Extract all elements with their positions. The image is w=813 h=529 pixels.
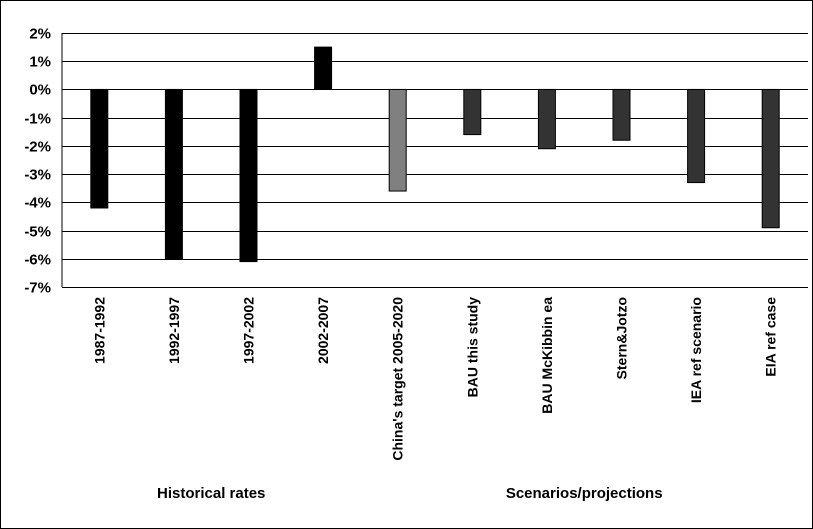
bar [537, 88, 556, 150]
y-axis-tick-labels: 2% 1% 0% -1% -2% -3% -4% -5% -6% -7% [24, 26, 51, 297]
bar [388, 88, 407, 192]
y-tick-label: -3% [24, 167, 51, 184]
bar [314, 46, 333, 90]
y-tick-label: -7% [24, 280, 51, 297]
group-label: Scenarios/projections [506, 485, 663, 502]
category-label: 1997-2002 [241, 297, 257, 364]
category-label: China's target 2005-2020 [390, 297, 406, 461]
bar [239, 88, 258, 263]
group-label: Historical rates [157, 485, 265, 502]
bars [90, 46, 780, 263]
category-label: IEA ref scenario [688, 297, 704, 403]
bar [687, 88, 706, 184]
category-label: BAU this study [464, 297, 480, 398]
bar [612, 88, 631, 141]
y-tick-label: -4% [24, 195, 51, 212]
bar [90, 88, 109, 209]
y-tick-label: 2% [29, 26, 51, 43]
y-tick-label: -1% [24, 111, 51, 128]
y-tick-label: -6% [24, 252, 51, 269]
category-label: EIA ref case [763, 297, 779, 377]
gridlines [62, 33, 808, 288]
y-tick-label: -2% [24, 139, 51, 156]
category-label: Stern&Jotzo [614, 297, 630, 379]
category-label: 2002-2007 [315, 297, 331, 364]
bar [463, 88, 482, 136]
bar [761, 88, 780, 229]
category-label: 1987-1992 [91, 297, 107, 364]
y-tick-label: -5% [24, 224, 51, 241]
y-tick-label: 0% [29, 82, 51, 99]
category-labels: 1987-1992 1992-1997 1997-2002 2002-2007 Chin… [91, 297, 778, 461]
group-labels: Historical rates Scenarios/projections [157, 485, 663, 502]
category-label: 1992-1997 [166, 297, 182, 364]
category-label: BAU McKibbin ea [539, 297, 555, 414]
bar [164, 88, 183, 260]
y-tick-label: 1% [29, 54, 51, 71]
